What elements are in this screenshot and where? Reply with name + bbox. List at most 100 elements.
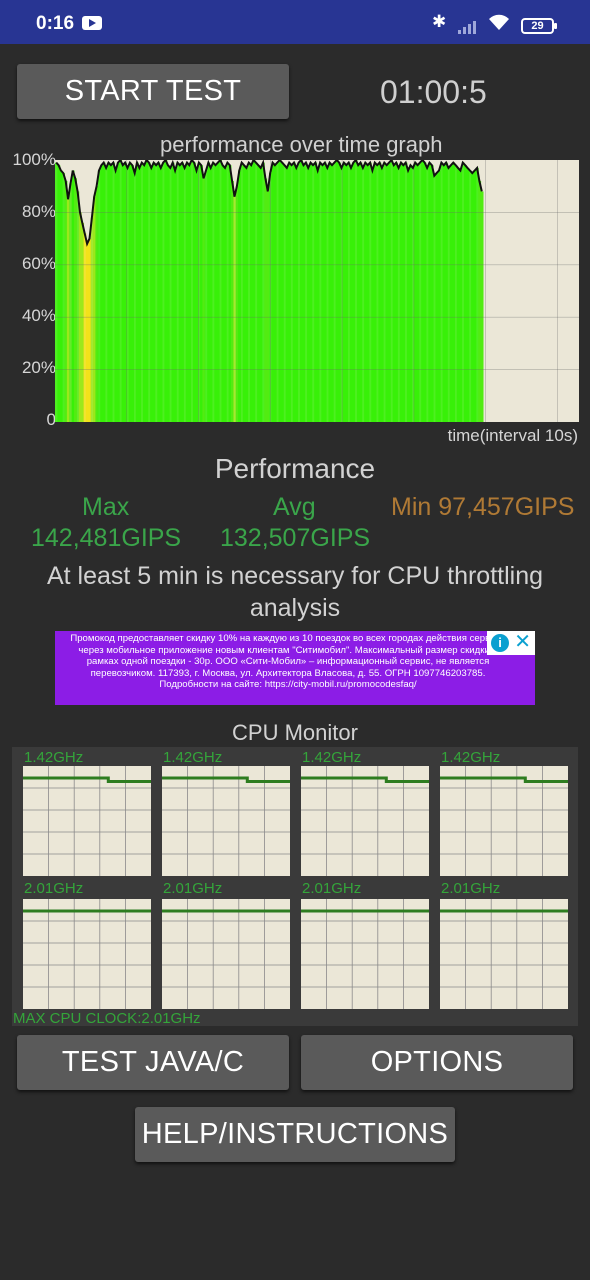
performance-bar xyxy=(107,162,111,422)
status-bar: 0:16 ✱ 29 xyxy=(0,0,590,44)
performance-bar xyxy=(307,167,310,422)
core-2-freq: 1.42GHz xyxy=(163,749,223,766)
performance-bar xyxy=(366,165,370,422)
cpu-frequency-line xyxy=(440,776,568,783)
ad-banner[interactable]: Промокод предоставляет скидку 10% на каж… xyxy=(55,631,535,705)
performance-bar xyxy=(318,162,322,422)
performance-bar xyxy=(145,160,149,422)
cpu-monitor-panel xyxy=(12,747,578,1026)
performance-bar xyxy=(304,162,308,422)
options-button[interactable]: OPTIONS xyxy=(301,1035,573,1090)
performance-bar xyxy=(140,162,144,422)
performance-bar xyxy=(456,167,460,422)
performance-bar xyxy=(409,165,413,422)
cpu-frequency-line xyxy=(301,776,429,783)
performance-bar xyxy=(209,167,213,422)
performance-bar xyxy=(114,170,118,422)
max-cpu-clock: MAX CPU CLOCK:2.01GHz xyxy=(13,1010,201,1027)
performance-bar xyxy=(112,162,115,422)
performance-bar xyxy=(356,165,360,422)
performance-bar xyxy=(181,162,184,422)
test-java-c-button[interactable]: TEST JAVA/C xyxy=(17,1035,289,1090)
close-icon[interactable]: ✕ xyxy=(514,631,531,653)
core-3-freq: 1.42GHz xyxy=(302,749,362,766)
avg-value: 132,507GIPS xyxy=(220,524,371,552)
performance-bar xyxy=(340,167,344,422)
core-7-freq: 2.01GHz xyxy=(302,880,362,897)
performance-bar xyxy=(252,160,256,422)
performance-bar xyxy=(337,162,341,422)
performance-bar xyxy=(399,162,403,422)
performance-bar xyxy=(299,160,303,422)
performance-bar xyxy=(104,167,108,422)
performance-bar xyxy=(292,162,296,422)
performance-bar xyxy=(62,173,66,422)
performance-bar xyxy=(264,178,268,422)
performance-bar xyxy=(459,170,463,422)
performance-bar xyxy=(297,162,301,422)
performance-bar xyxy=(333,162,337,422)
performance-bar xyxy=(162,162,165,422)
cpu-core-graph xyxy=(440,766,568,876)
status-time: 0:16 xyxy=(36,13,75,34)
start-test-button[interactable]: START TEST xyxy=(17,64,289,119)
performance-bar xyxy=(123,162,127,422)
performance-bar xyxy=(59,170,63,422)
performance-bar xyxy=(444,162,448,422)
performance-bar xyxy=(359,162,363,422)
performance-bar xyxy=(330,165,334,422)
signal-icon xyxy=(458,21,476,34)
performance-bar xyxy=(347,162,351,422)
performance-bar xyxy=(90,217,94,422)
bluetooth-icon: ✱ xyxy=(432,12,447,31)
performance-bar xyxy=(247,162,251,422)
performance-bar xyxy=(466,167,470,422)
performance-bar xyxy=(373,162,377,422)
performance-bar xyxy=(150,167,153,422)
performance-bar xyxy=(169,167,173,422)
performance-bar xyxy=(468,170,472,422)
performance-bar xyxy=(475,167,479,422)
performance-bar xyxy=(433,175,436,422)
performance-bar xyxy=(406,170,410,422)
wifi-icon xyxy=(489,14,509,30)
performance-bar xyxy=(121,165,125,422)
performance-bar xyxy=(88,238,92,422)
y-tick-100: 100% xyxy=(12,150,56,169)
performance-bar xyxy=(204,170,208,422)
performance-bar xyxy=(316,170,320,422)
performance-bar xyxy=(119,160,123,422)
performance-bar xyxy=(449,165,453,422)
performance-bar xyxy=(93,196,96,422)
max-value: 142,481GIPS xyxy=(31,524,182,552)
help-instructions-button[interactable]: HELP/INSTRUCTIONS xyxy=(135,1107,455,1162)
performance-bar xyxy=(480,191,484,422)
test-timer: 01:00:5 xyxy=(380,74,487,110)
performance-bar xyxy=(259,167,263,422)
core-8-freq: 2.01GHz xyxy=(441,880,501,897)
performance-bar xyxy=(64,180,68,422)
performance-bar xyxy=(368,162,372,422)
info-icon[interactable]: i xyxy=(491,634,509,652)
performance-bar xyxy=(435,173,439,422)
y-tick-60: 60% xyxy=(21,254,56,273)
performance-bar xyxy=(138,167,142,422)
performance-bar xyxy=(228,165,232,422)
performance-bar xyxy=(271,162,275,422)
cpu-core-graph xyxy=(23,899,151,1009)
performance-bar xyxy=(221,165,225,422)
performance-bar xyxy=(285,167,289,422)
performance-bar xyxy=(385,165,389,422)
graph-title: performance over time graph xyxy=(160,132,443,157)
performance-bar xyxy=(211,162,215,422)
max-label: Max xyxy=(82,493,130,521)
performance-bar xyxy=(171,162,175,422)
performance-bar xyxy=(195,170,199,422)
performance-bar xyxy=(83,233,87,422)
cpu-core-graph xyxy=(301,899,429,1009)
performance-bar xyxy=(85,243,89,422)
performance-bar xyxy=(345,165,348,422)
performance-bar xyxy=(273,165,277,422)
performance-title: Performance xyxy=(214,453,376,484)
performance-bar xyxy=(133,173,137,422)
